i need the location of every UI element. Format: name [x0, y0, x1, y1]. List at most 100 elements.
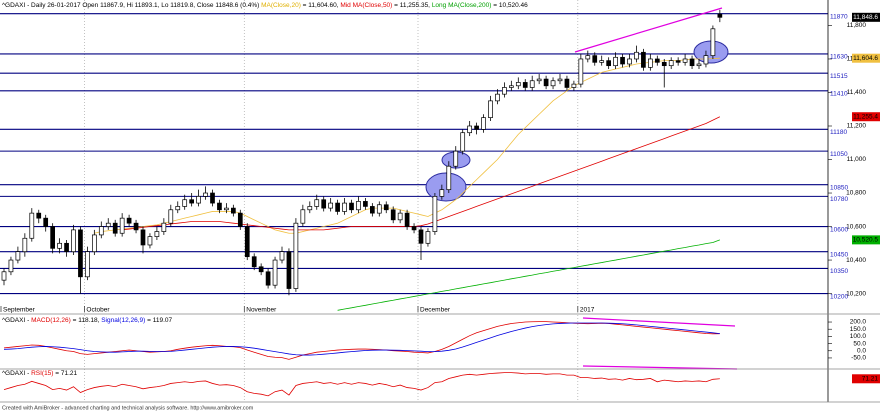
- title-part: = 118.18,: [71, 317, 101, 324]
- candle-body: [224, 207, 229, 211]
- candle-body: [237, 212, 243, 227]
- candle-body: [488, 100, 493, 118]
- title-part: ^GDAXI -: [2, 317, 31, 324]
- line-series: [3, 372, 720, 397]
- trendlines: [574, 7, 738, 370]
- y-tick-label: 11,800: [847, 22, 867, 29]
- panel-title: ^GDAXI - MACD(12,26) = 118.18, Signal(12…: [2, 317, 173, 324]
- x-tick-label: November: [246, 307, 277, 314]
- candle-body: [397, 212, 403, 221]
- value-box-label: 11,848.6: [853, 14, 878, 21]
- level-label: 11515: [830, 73, 848, 80]
- candle-body: [717, 13, 723, 18]
- candle-body: [696, 63, 702, 67]
- candle-body: [105, 222, 111, 227]
- x-tick-label: September: [3, 307, 36, 314]
- candle-body: [231, 207, 236, 214]
- title-part: ^GDAXI - Daily 26-01-2017 Open 11867.9, …: [2, 2, 261, 9]
- candle-body: [50, 226, 56, 249]
- trendline: [582, 365, 738, 370]
- candle-body: [446, 165, 452, 191]
- y-tick-label: 200.0: [850, 319, 867, 326]
- x-tick-label: October: [86, 307, 110, 314]
- candle-body: [515, 82, 521, 87]
- candle-body: [43, 217, 49, 227]
- candle-body: [189, 199, 194, 204]
- candle-body: [390, 209, 396, 221]
- title-part: MACD(12,26): [31, 317, 71, 324]
- candle-body: [265, 271, 271, 286]
- candle-body: [592, 55, 598, 63]
- candle-body: [293, 222, 299, 289]
- level-label: 10350: [830, 268, 848, 275]
- candle-body: [203, 192, 208, 197]
- level-label: 10200: [830, 293, 848, 300]
- candle-body: [119, 217, 125, 234]
- candle-body: [703, 55, 709, 65]
- candle-body: [286, 251, 292, 289]
- level-label: 11180: [830, 129, 847, 136]
- candle-body: [383, 204, 389, 211]
- x-tick-label: December: [420, 307, 451, 314]
- candle-body: [8, 259, 14, 273]
- candle-body: [91, 234, 97, 253]
- level-label: 11870: [830, 13, 848, 20]
- y-tick-label: 11,200: [847, 123, 867, 130]
- value-box: [852, 235, 880, 245]
- candle-body: [543, 78, 549, 87]
- candle-body: [133, 222, 139, 231]
- candle-body: [307, 206, 313, 211]
- line-series: [337, 239, 720, 311]
- value-box-label: 11,255.4: [853, 113, 878, 120]
- candle-body: [710, 28, 716, 56]
- candle-body: [404, 212, 410, 227]
- candle-body: [175, 206, 181, 211]
- candle-body: [411, 226, 417, 231]
- y-tick-label: 10,800: [846, 190, 866, 197]
- candle-body: [29, 212, 35, 239]
- title-part: MA(Close,20): [261, 2, 301, 9]
- grid-layer: [0, 0, 579, 402]
- candle-body: [453, 150, 459, 167]
- highlight-ellipse: [425, 172, 467, 202]
- candle-body: [585, 55, 591, 60]
- candle-body: [279, 251, 285, 261]
- candle-body: [689, 58, 695, 67]
- labels-layer: September October November December 2017 ^GDA…: [2, 2, 880, 384]
- title-part: Signal(12,26,9): [101, 317, 145, 324]
- panel-title: ^GDAXI - Daily 26-01-2017 Open 11867.9, …: [2, 2, 528, 9]
- candle-body: [98, 226, 104, 236]
- x-tick-label: 2017: [580, 307, 595, 314]
- candle-body: [578, 58, 584, 85]
- y-tick-label: 50.0: [853, 340, 866, 347]
- value-box-label: 10,520.5: [853, 237, 879, 244]
- value-box: [852, 112, 880, 122]
- line-series: [122, 116, 721, 231]
- candle-body: [682, 58, 688, 63]
- candle-body: [161, 222, 167, 232]
- value-box-label: 71.21: [862, 376, 879, 383]
- candle-body: [78, 229, 83, 278]
- candle-body: [571, 83, 577, 88]
- value-box: [852, 12, 880, 22]
- candle-body: [536, 78, 542, 82]
- level-label: 10780: [830, 196, 848, 203]
- title-part: Long MA(Close,200): [432, 2, 492, 9]
- y-tick-label: 11,000: [847, 156, 867, 163]
- y-tick-label: 150.0: [850, 326, 867, 333]
- candle-body: [522, 82, 528, 88]
- candle-body: [140, 229, 146, 246]
- title-part: = 11,255.35,: [392, 2, 431, 9]
- y-tick-label: 100.0: [850, 333, 867, 340]
- y-tick-label: 0.0: [857, 347, 866, 354]
- candle-body: [217, 202, 222, 211]
- panel-title: ^GDAXI - RSI(15) = 71.21: [2, 370, 78, 377]
- level-label: 11630: [830, 54, 848, 61]
- candle-body: [85, 251, 90, 278]
- levels-layer: [0, 13, 828, 295]
- title-part: RSI(15): [31, 370, 53, 377]
- candle-body: [647, 58, 653, 68]
- candle-body: [432, 196, 438, 232]
